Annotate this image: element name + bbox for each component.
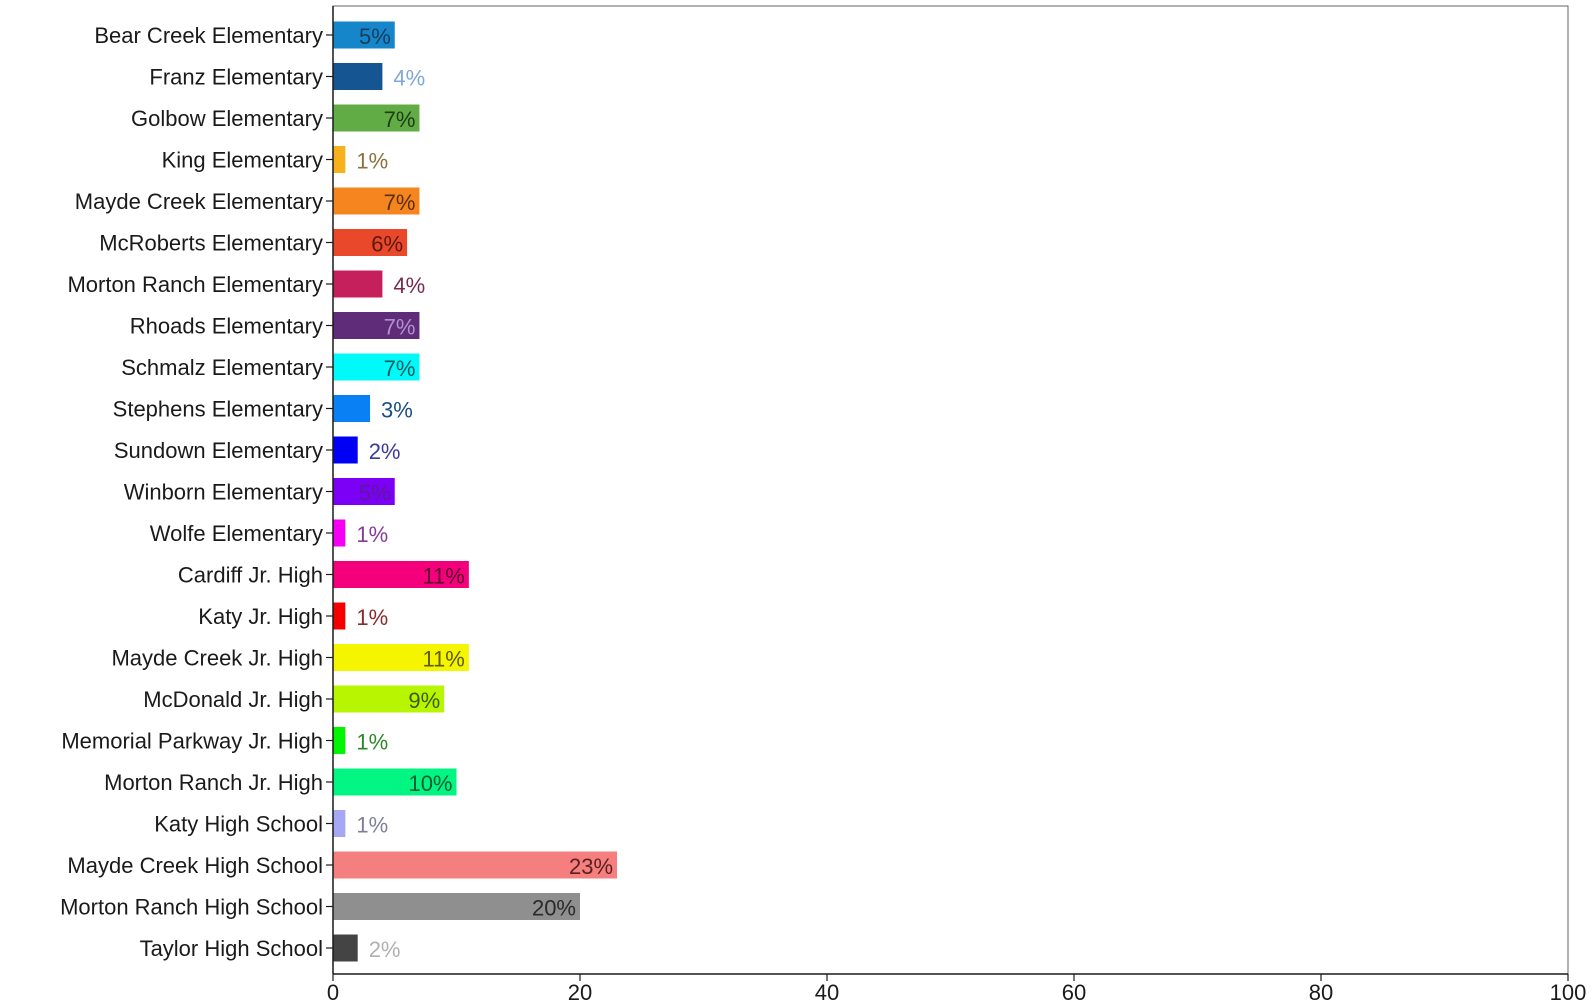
- value-label-morton-ranch-elementary: 4%: [393, 273, 425, 298]
- bar-memorial-parkway-jr-high: [333, 727, 346, 754]
- bar-mcroberts-elementary: [333, 229, 408, 256]
- value-label-golbow-elementary: 7%: [384, 107, 416, 132]
- bar-katy-jr-high: [333, 602, 346, 630]
- bar-winborn-elementary: [333, 478, 395, 505]
- category-label-katy-high-school: Katy High School: [154, 812, 323, 837]
- category-label-morton-ranch-high-school: Morton Ranch High School: [60, 895, 323, 920]
- bar-rhoads-elementary: [333, 312, 420, 339]
- value-label-schmalz-elementary: 7%: [384, 356, 416, 381]
- category-label-bear-creek-elementary: Bear Creek Elementary: [94, 23, 323, 48]
- value-label-morton-ranch-jr-high: 10%: [408, 771, 452, 796]
- x-tick-labels: 0 20 40 60 80 100: [327, 980, 1586, 1002]
- bar-taylor-high-school: [333, 934, 358, 962]
- category-label-katy-jr-high: Katy Jr. High: [198, 604, 323, 629]
- value-label-taylor-high-school: 2%: [369, 937, 401, 962]
- x-tick-label-20: 20: [568, 980, 592, 1002]
- category-label-morton-ranch-jr-high: Morton Ranch Jr. High: [104, 770, 323, 795]
- value-label-katy-high-school: 1%: [356, 813, 388, 838]
- value-label-mayde-creek-high-school: 23%: [569, 854, 613, 879]
- category-label-rhoads-elementary: Rhoads Elementary: [130, 314, 323, 339]
- category-label-memorial-parkway-jr-high: Memorial Parkway Jr. High: [61, 729, 323, 754]
- category-label-mayde-creek-elementary: Mayde Creek Elementary: [75, 189, 323, 214]
- category-label-mcdonald-jr-high: McDonald Jr. High: [143, 687, 323, 712]
- category-label-sundown-elementary: Sundown Elementary: [114, 438, 323, 463]
- category-label-mcroberts-elementary: McRoberts Elementary: [99, 231, 323, 256]
- value-label-winborn-elementary: 5%: [359, 481, 391, 506]
- category-label-schmalz-elementary: Schmalz Elementary: [121, 355, 323, 380]
- bar-mayde-creek-high-school: [333, 851, 618, 879]
- bar-golbow-elementary: [333, 104, 420, 132]
- value-labels: 5%4%7%1%7%6%4%7%7%3%2%5%1%11%1%11%9%1%10…: [356, 24, 613, 962]
- value-label-cardiff-jr-high: 11%: [422, 564, 464, 589]
- bar-bear-creek-elementary: [333, 21, 395, 49]
- category-label-franz-elementary: Franz Elementary: [149, 65, 323, 90]
- x-tick-label-80: 80: [1309, 980, 1333, 1002]
- bar-mcdonald-jr-high: [333, 685, 445, 713]
- bar-stephens-elementary: [333, 395, 371, 422]
- value-label-franz-elementary: 4%: [393, 66, 425, 91]
- category-label-winborn-elementary: Winborn Elementary: [124, 480, 323, 505]
- bar-mayde-creek-elementary: [333, 187, 420, 215]
- category-label-king-elementary: King Elementary: [162, 148, 323, 173]
- category-label-golbow-elementary: Golbow Elementary: [131, 106, 323, 131]
- bar-sundown-elementary: [333, 436, 358, 464]
- value-label-katy-jr-high: 1%: [356, 605, 388, 630]
- plot-frame: [332, 5, 1569, 975]
- bar-morton-ranch-elementary: [333, 270, 383, 298]
- bar-morton-ranch-jr-high: [333, 768, 457, 796]
- value-label-mayde-creek-jr-high: 11%: [422, 647, 464, 672]
- value-label-mayde-creek-elementary: 7%: [384, 190, 416, 215]
- bar-katy-high-school: [333, 810, 346, 837]
- category-label-mayde-creek-high-school: Mayde Creek High School: [67, 853, 323, 878]
- bar-cardiff-jr-high: [333, 561, 469, 588]
- category-label-taylor-high-school: Taylor High School: [140, 936, 323, 961]
- bar-franz-elementary: [333, 63, 383, 90]
- category-labels: Bear Creek Elementary Franz Elementary Gol…: [60, 23, 323, 961]
- value-label-mcroberts-elementary: 6%: [371, 232, 403, 257]
- value-label-king-elementary: 1%: [356, 149, 388, 174]
- value-label-mcdonald-jr-high: 9%: [408, 688, 440, 713]
- bar-schmalz-elementary: [333, 353, 420, 381]
- bars-layer: [333, 21, 618, 962]
- value-label-memorial-parkway-jr-high: 1%: [356, 730, 388, 755]
- value-label-wolfe-elementary: 1%: [356, 522, 388, 547]
- value-label-bear-creek-elementary: 5%: [359, 24, 391, 49]
- category-label-mayde-creek-jr-high: Mayde Creek Jr. High: [111, 646, 323, 671]
- value-label-morton-ranch-high-school: 20%: [532, 896, 576, 921]
- x-tick-label-100: 100: [1550, 980, 1587, 1002]
- value-label-rhoads-elementary: 7%: [384, 315, 416, 340]
- value-label-stephens-elementary: 3%: [381, 398, 413, 423]
- bar-morton-ranch-high-school: [333, 893, 580, 920]
- category-label-stephens-elementary: Stephens Elementary: [113, 397, 323, 422]
- x-tick-label-60: 60: [1062, 980, 1086, 1002]
- category-label-cardiff-jr-high: Cardiff Jr. High: [178, 563, 323, 588]
- bar-king-elementary: [333, 146, 346, 173]
- category-label-morton-ranch-elementary: Morton Ranch Elementary: [67, 272, 323, 297]
- bar-wolfe-elementary: [333, 519, 346, 547]
- bar-mayde-creek-jr-high: [333, 644, 469, 671]
- category-label-wolfe-elementary: Wolfe Elementary: [150, 521, 323, 546]
- x-tick-label-40: 40: [815, 980, 839, 1002]
- x-tick-label-0: 0: [327, 980, 339, 1002]
- axis-layer: [326, 5, 1569, 981]
- value-label-sundown-elementary: 2%: [369, 439, 401, 464]
